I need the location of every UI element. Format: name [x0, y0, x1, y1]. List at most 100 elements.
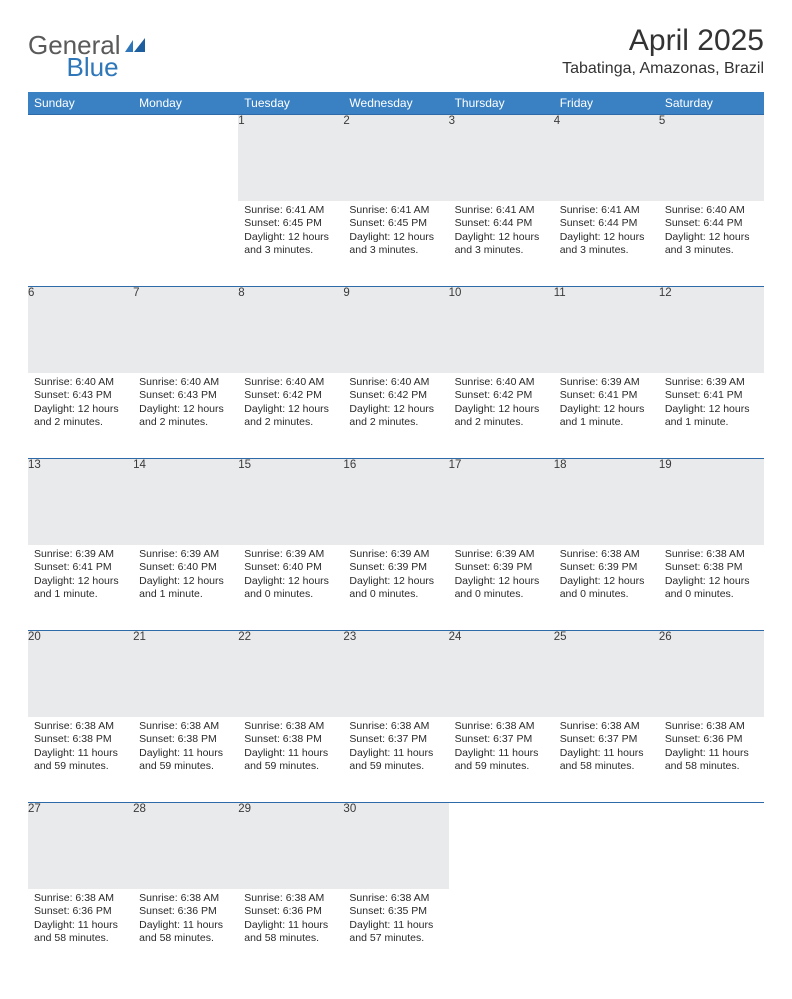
- sunrise-line: Sunrise: 6:38 AM: [455, 720, 548, 734]
- day-content-row: Sunrise: 6:40 AMSunset: 6:43 PMDaylight:…: [28, 373, 764, 459]
- day-details: Sunrise: 6:38 AMSunset: 6:39 PMDaylight:…: [554, 545, 659, 609]
- day-content-row: Sunrise: 6:38 AM Sunset: 6:38 PM Daylight:…: [28, 717, 764, 803]
- day-cell: Sunrise: 6:38 AMSunset: 6:38 PMDaylight:…: [238, 717, 343, 803]
- sunset-line: Sunset: 6:38 PM: [665, 561, 758, 575]
- day-number-cell: [554, 803, 659, 889]
- day-number-cell: 28: [133, 803, 238, 889]
- daylight-line: Daylight: 11 hours and 59 minutes.: [34, 747, 127, 774]
- sunset-line: Sunset: 6:37 PM: [349, 733, 442, 747]
- day-details: Sunrise: 6:38 AMSunset: 6:38 PMDaylight:…: [28, 717, 133, 781]
- day-number-cell: 16: [343, 459, 448, 545]
- daylight-line: Daylight: 12 hours and 2 minutes.: [349, 403, 442, 430]
- sunrise-line: Sunrise: 6:39 AM: [244, 548, 337, 562]
- weekday-header: Tuesday: [238, 92, 343, 115]
- daylight-line: Daylight: 12 hours and 3 minutes.: [665, 231, 758, 258]
- day-number-cell: 3: [449, 115, 554, 201]
- day-details: Sunrise: 6:38 AMSunset: 6:38 PMDaylight:…: [238, 717, 343, 781]
- day-number-cell: 8: [238, 287, 343, 373]
- sunset-line: Sunset: 6:36 PM: [139, 905, 232, 919]
- day-number-cell: 14: [133, 459, 238, 545]
- day-number-cell: 9: [343, 287, 448, 373]
- location-subtitle: Tabatinga, Amazonas, Brazil: [562, 60, 764, 78]
- sunset-line: Sunset: 6:38 PM: [244, 733, 337, 747]
- daylight-line: Daylight: 12 hours and 0 minutes.: [665, 575, 758, 602]
- day-details: Sunrise: 6:40 AMSunset: 6:44 PMDaylight:…: [659, 201, 764, 265]
- sunrise-line: Sunrise: 6:38 AM: [244, 892, 337, 906]
- sunrise-line: Sunrise: 6:38 AM: [665, 548, 758, 562]
- day-details: Sunrise: 6:38 AMSunset: 6:37 PMDaylight:…: [343, 717, 448, 781]
- day-cell: Sunrise: 6:39 AMSunset: 6:40 PMDaylight:…: [238, 545, 343, 631]
- daylight-line: Daylight: 12 hours and 3 minutes.: [349, 231, 442, 258]
- sunset-line: Sunset: 6:42 PM: [244, 389, 337, 403]
- day-number-cell: 2: [343, 115, 448, 201]
- sunrise-line: Sunrise: 6:38 AM: [560, 548, 653, 562]
- day-details: Sunrise: 6:38 AMSunset: 6:38 PMDaylight:…: [133, 717, 238, 781]
- day-cell: Sunrise: 6:39 AMSunset: 6:41 PMDaylight:…: [659, 373, 764, 459]
- daylight-line: Daylight: 12 hours and 3 minutes.: [455, 231, 548, 258]
- daylight-line: Daylight: 12 hours and 3 minutes.: [244, 231, 337, 258]
- daylight-line: Daylight: 12 hours and 1 minute.: [665, 403, 758, 430]
- sunset-line: Sunset: 6:39 PM: [455, 561, 548, 575]
- day-number-row: 6789101112: [28, 287, 764, 373]
- sunset-line: Sunset: 6:39 PM: [349, 561, 442, 575]
- sunrise-line: Sunrise: 6:39 AM: [349, 548, 442, 562]
- sunset-line: Sunset: 6:37 PM: [455, 733, 548, 747]
- sunset-line: Sunset: 6:42 PM: [455, 389, 548, 403]
- day-cell: Sunrise: 6:38 AMSunset: 6:38 PMDaylight:…: [659, 545, 764, 631]
- day-details: Sunrise: 6:38 AMSunset: 6:35 PMDaylight:…: [343, 889, 448, 953]
- sunset-line: Sunset: 6:36 PM: [665, 733, 758, 747]
- day-cell: [554, 889, 659, 975]
- sunrise-line: Sunrise: 6:39 AM: [665, 376, 758, 390]
- day-cell: Sunrise: 6:40 AMSunset: 6:42 PMDaylight:…: [449, 373, 554, 459]
- day-cell: Sunrise: 6:41 AMSunset: 6:45 PMDaylight:…: [343, 201, 448, 287]
- sunrise-line: Sunrise: 6:39 AM: [560, 376, 653, 390]
- daylight-line: Daylight: 12 hours and 2 minutes.: [244, 403, 337, 430]
- day-cell: Sunrise: 6:38 AMSunset: 6:37 PMDaylight:…: [554, 717, 659, 803]
- day-cell: [449, 889, 554, 975]
- weekday-header: Friday: [554, 92, 659, 115]
- day-details: Sunrise: 6:38 AMSunset: 6:37 PMDaylight:…: [554, 717, 659, 781]
- day-cell: Sunrise: 6:41 AMSunset: 6:45 PMDaylight:…: [238, 201, 343, 287]
- day-details: Sunrise: 6:38 AMSunset: 6:36 PMDaylight:…: [659, 717, 764, 781]
- weekday-header: Monday: [133, 92, 238, 115]
- day-cell: [133, 201, 238, 287]
- day-number-cell: 24: [449, 631, 554, 717]
- day-number-row: 13141516171819: [28, 459, 764, 545]
- day-cell: [28, 201, 133, 287]
- day-details: Sunrise: 6:39 AMSunset: 6:39 PMDaylight:…: [449, 545, 554, 609]
- day-cell: Sunrise: 6:40 AMSunset: 6:44 PMDaylight:…: [659, 201, 764, 287]
- daylight-line: Daylight: 12 hours and 1 minute.: [139, 575, 232, 602]
- day-cell: Sunrise: 6:41 AMSunset: 6:44 PMDaylight:…: [554, 201, 659, 287]
- daylight-line: Daylight: 12 hours and 0 minutes.: [455, 575, 548, 602]
- daylight-line: Daylight: 12 hours and 0 minutes.: [349, 575, 442, 602]
- sunset-line: Sunset: 6:37 PM: [560, 733, 653, 747]
- day-details: Sunrise: 6:41 AMSunset: 6:45 PMDaylight:…: [343, 201, 448, 265]
- day-cell: Sunrise: 6:40 AMSunset: 6:42 PMDaylight:…: [238, 373, 343, 459]
- day-cell: Sunrise: 6:38 AMSunset: 6:36 PMDaylight:…: [238, 889, 343, 975]
- weekday-header-row: Sunday Monday Tuesday Wednesday Thursday…: [28, 92, 764, 115]
- day-content-row: Sunrise: 6:39 AMSunset: 6:41 PMDaylight:…: [28, 545, 764, 631]
- logo: General Blue: [28, 24, 119, 61]
- sunrise-line: Sunrise: 6:38 AM: [349, 892, 442, 906]
- day-number-cell: 27: [28, 803, 133, 889]
- day-number-row: 27282930: [28, 803, 764, 889]
- day-number-cell: 10: [449, 287, 554, 373]
- day-number-cell: 15: [238, 459, 343, 545]
- sunrise-line: Sunrise: 6:41 AM: [244, 204, 337, 218]
- day-number-cell: 20: [28, 631, 133, 717]
- weekday-header: Wednesday: [343, 92, 448, 115]
- daylight-line: Daylight: 12 hours and 3 minutes.: [560, 231, 653, 258]
- daylight-line: Daylight: 11 hours and 58 minutes.: [34, 919, 127, 946]
- month-title: April 2025: [562, 24, 764, 58]
- sunrise-line: Sunrise: 6:38 AM: [34, 892, 127, 906]
- day-number-cell: 13: [28, 459, 133, 545]
- day-cell: Sunrise: 6:38 AMSunset: 6:35 PMDaylight:…: [343, 889, 448, 975]
- daylight-line: Daylight: 11 hours and 59 minutes.: [139, 747, 232, 774]
- day-cell: Sunrise: 6:38 AMSunset: 6:37 PMDaylight:…: [449, 717, 554, 803]
- day-details: Sunrise: 6:40 AMSunset: 6:42 PMDaylight:…: [238, 373, 343, 437]
- logo-text-blue: Blue: [67, 52, 119, 83]
- day-cell: Sunrise: 6:40 AMSunset: 6:43 PMDaylight:…: [28, 373, 133, 459]
- day-number-cell: 1: [238, 115, 343, 201]
- weekday-header: Thursday: [449, 92, 554, 115]
- sunset-line: Sunset: 6:44 PM: [665, 217, 758, 231]
